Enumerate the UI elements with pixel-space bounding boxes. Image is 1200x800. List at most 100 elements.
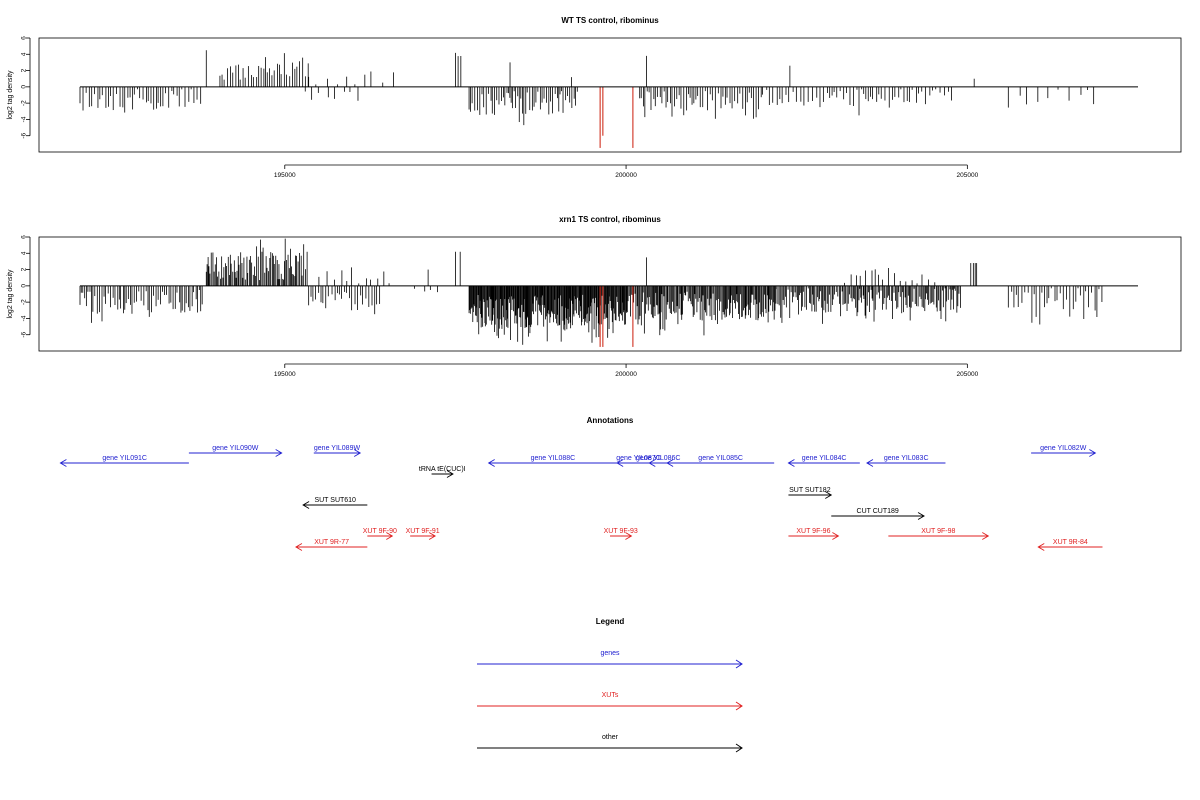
arrowhead-icon <box>625 532 633 540</box>
feature-label: XUT 9F-90 <box>363 528 397 535</box>
annotations-title: Annotations <box>587 416 634 425</box>
feature: gene YIL088C <box>487 455 618 467</box>
feature: XUT 9F-93 <box>604 528 638 540</box>
feature-label: XUT 9F-91 <box>406 528 440 535</box>
feature-label: gene YIL089W <box>314 445 361 452</box>
y-axis: 6 4 2 0 -2 -4 -6 <box>21 36 31 139</box>
y-tick-label: -2 <box>21 100 28 106</box>
arrowhead-icon <box>735 743 743 753</box>
feature-label: gene YIL088C <box>531 455 576 462</box>
y-tick-label: 2 <box>21 267 28 271</box>
feature: gene YIL084C <box>787 455 860 467</box>
feature: gene YIL089W <box>313 445 362 457</box>
arrowhead-icon <box>825 491 833 499</box>
arrowhead-icon <box>1037 543 1045 551</box>
feature: XUT 9R-84 <box>1037 539 1103 551</box>
arrowhead-icon <box>917 512 925 520</box>
feature-label: XUT 9F-96 <box>796 528 830 535</box>
plot-frame <box>38 37 1182 153</box>
feature: SUT SUT610 <box>302 497 368 509</box>
x-axis: 195000 200000 205000 <box>274 164 979 179</box>
arrowhead-icon <box>787 459 795 467</box>
y-axis: 6 4 2 0 -2 -4 -6 <box>21 235 31 338</box>
feature-label: gene YIL082W <box>1040 445 1087 452</box>
feature: XUT 9F-98 <box>888 528 990 540</box>
feature: CUT CUT189 <box>831 508 925 520</box>
wt-density-panel: WT TS control, ribominus log2 tag densit… <box>7 16 1182 179</box>
feature: XUT 9F-91 <box>406 528 440 540</box>
feature-label: gene YIL085C <box>698 455 743 462</box>
arrowhead-icon <box>1089 449 1097 457</box>
x-tick-label: 205000 <box>957 371 979 378</box>
arrowhead-icon <box>735 659 743 669</box>
y-tick-label: 0 <box>21 284 28 288</box>
legend-item: XUTs <box>477 692 743 711</box>
x-tick-label: 195000 <box>274 172 296 179</box>
panel-title: WT TS control, ribominus <box>561 16 659 25</box>
arrowhead-icon <box>59 459 67 467</box>
arrowhead-icon <box>386 532 394 540</box>
arrowhead-icon <box>648 459 656 467</box>
legend-item: other <box>477 734 743 753</box>
arrowhead-icon <box>487 459 495 467</box>
x-tick-label: 200000 <box>615 172 637 179</box>
plot-frame <box>38 236 1182 352</box>
y-tick-label: -4 <box>21 116 28 122</box>
y-tick-label: -6 <box>21 331 28 337</box>
density-bars <box>79 238 1103 347</box>
feature: SUT SUT182 <box>788 487 833 499</box>
arrowhead-icon <box>666 459 674 467</box>
feature: tRNA tE(CUC)I <box>419 466 466 478</box>
feature: gene YIL086C <box>636 455 681 467</box>
feature-label: gene YIL086C <box>636 455 681 462</box>
arrowhead-icon <box>735 701 743 711</box>
arrowhead-icon <box>428 532 437 540</box>
arrowhead-icon <box>353 449 362 457</box>
legend-title: Legend <box>596 617 625 626</box>
x-tick-label: 205000 <box>957 172 979 179</box>
feature-label: XUT 9F-93 <box>604 528 638 535</box>
feature-label: XUT 9R-77 <box>314 539 349 546</box>
feature-label: tRNA tE(CUC)I <box>419 466 466 473</box>
feature-arrows: gene YIL091C gene YIL090W gene YIL089W tRNA… <box>59 445 1103 551</box>
x-axis: 195000 200000 205000 <box>274 363 979 378</box>
feature-label: CUT CUT189 <box>857 508 899 515</box>
feature-label: XUT 9F-98 <box>921 528 955 535</box>
y-tick-label: -2 <box>21 299 28 305</box>
arrowhead-icon <box>275 449 283 457</box>
feature-label: SUT SUT182 <box>789 487 831 494</box>
arrowhead-icon <box>295 543 303 551</box>
feature-label: XUT 9R-84 <box>1053 539 1088 546</box>
arrowhead-icon <box>982 532 990 540</box>
y-tick-label: -4 <box>21 315 28 321</box>
legend-label: genes <box>600 650 620 657</box>
y-tick-label: 4 <box>21 52 28 56</box>
y-tick-label: 2 <box>21 68 28 72</box>
arrowhead-icon <box>302 501 310 509</box>
feature-label: gene YIL091C <box>102 455 147 462</box>
xrn1-density-panel: xrn1 TS control, ribominus log2 tag dens… <box>7 215 1182 378</box>
y-axis-label: log2 tag density <box>7 70 14 120</box>
density-bars <box>79 50 1095 148</box>
y-tick-label: 4 <box>21 251 28 255</box>
x-tick-label: 195000 <box>274 371 296 378</box>
feature-label: gene YIL083C <box>884 455 929 462</box>
panel-title: xrn1 TS control, ribominus <box>559 215 661 224</box>
legend-item: genes <box>477 650 743 669</box>
arrowhead-icon <box>446 470 454 478</box>
feature: gene YIL090W <box>188 445 283 457</box>
x-tick-label: 200000 <box>615 371 637 378</box>
legend-label: other <box>602 734 619 741</box>
arrowhead-icon <box>866 459 874 467</box>
feature-label: gene YIL090W <box>212 445 259 452</box>
y-axis-label: log2 tag density <box>7 269 14 319</box>
legend: Legend genes XUTs other <box>477 617 743 753</box>
legend-label: XUTs <box>602 692 619 699</box>
feature: gene YIL085C <box>666 455 775 467</box>
feature-label: SUT SUT610 <box>314 497 356 504</box>
arrowhead-icon <box>616 459 624 467</box>
y-tick-label: 6 <box>21 235 28 239</box>
feature: XUT 9F-90 <box>363 528 397 540</box>
